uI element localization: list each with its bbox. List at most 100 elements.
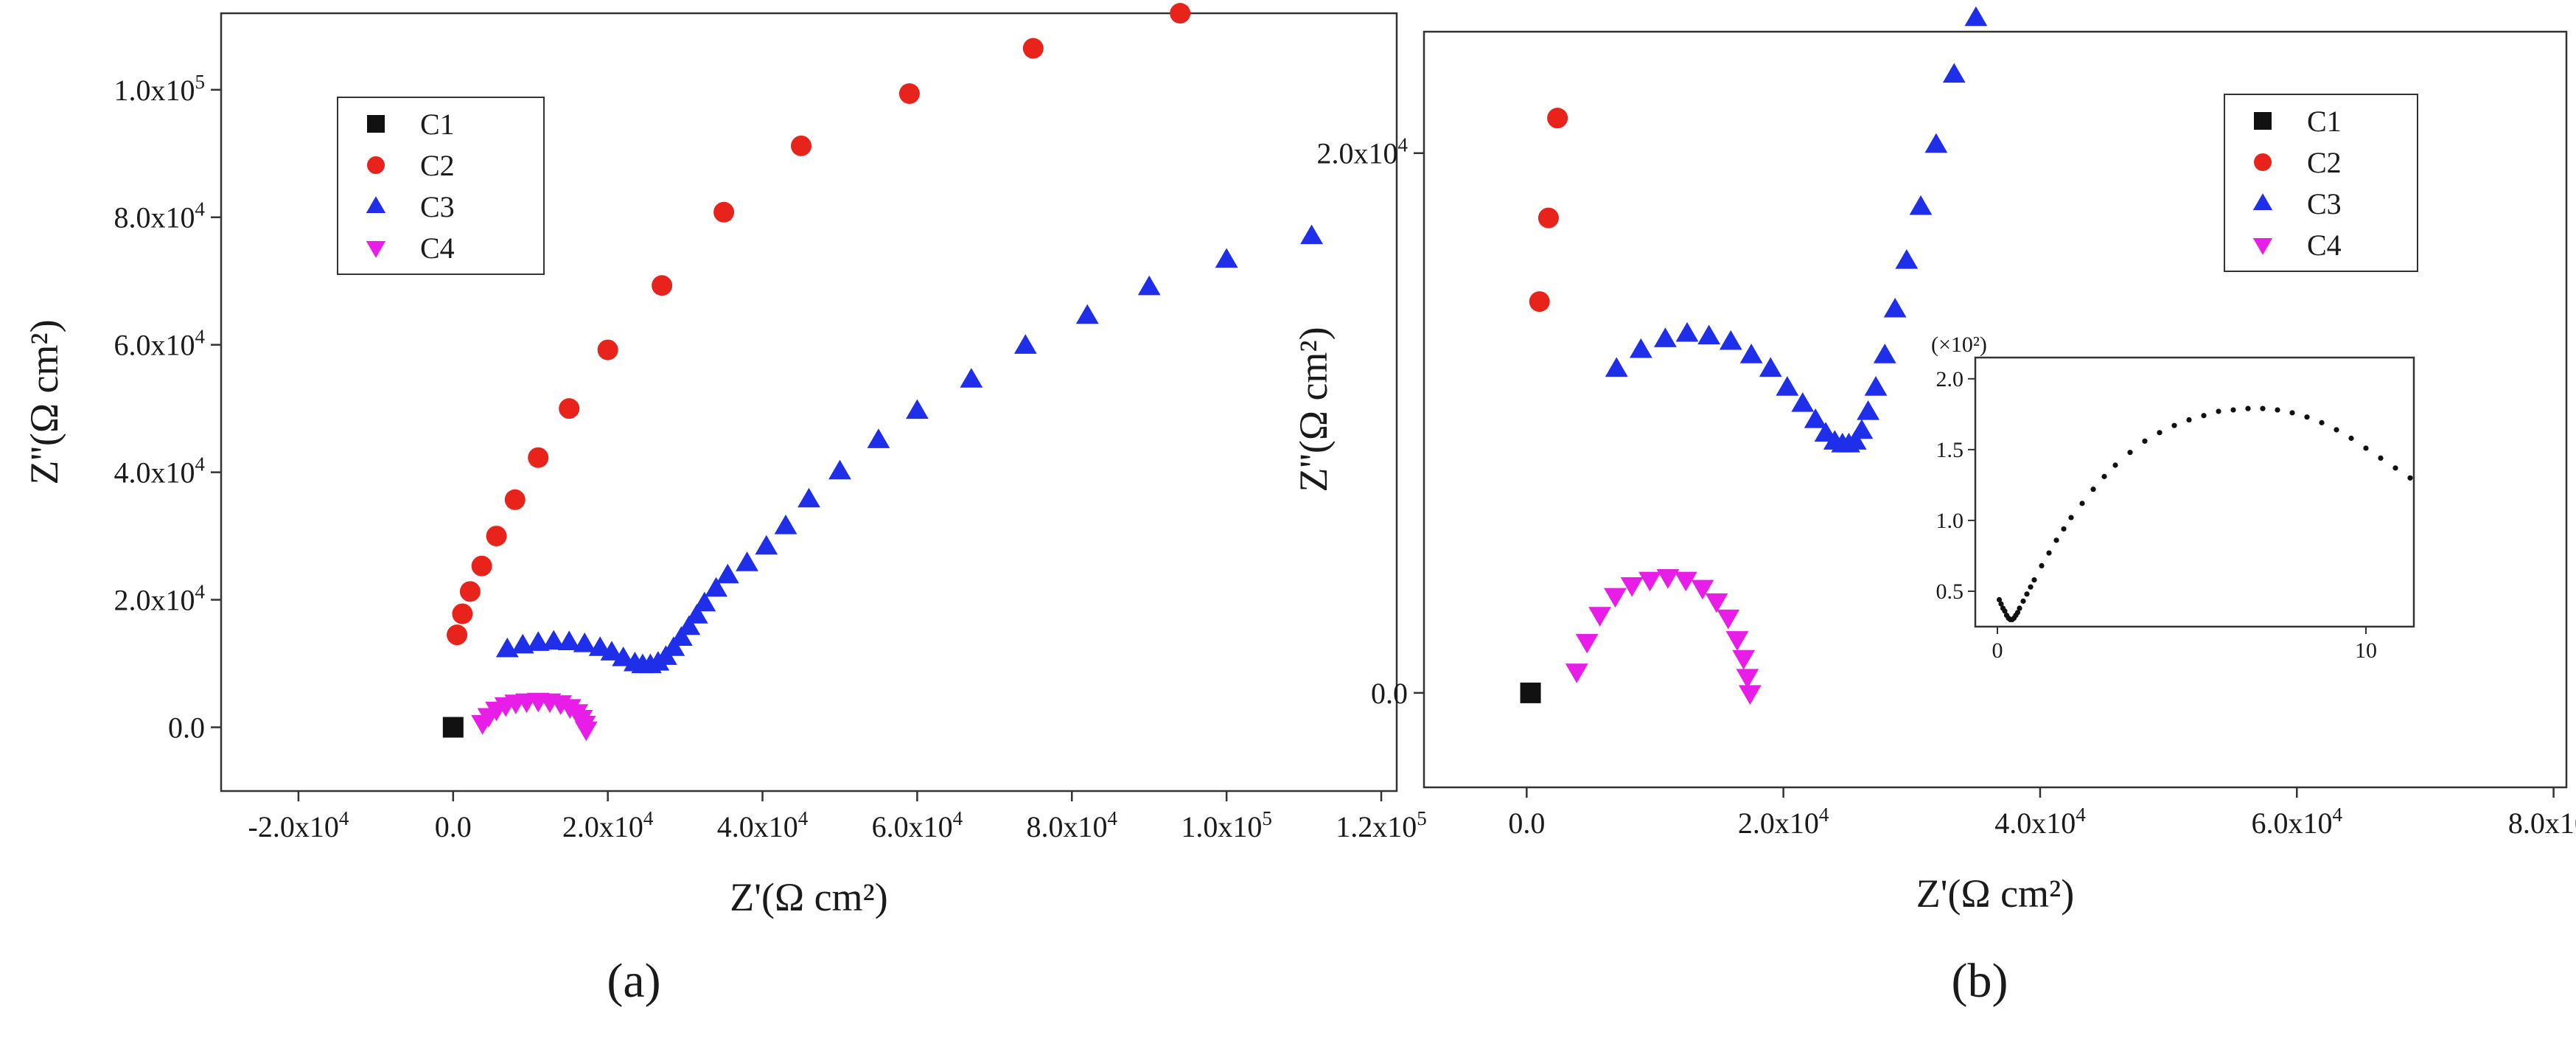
data-point-c4 (1674, 571, 1697, 592)
y-axis-label: Z''(Ω cm²) (22, 319, 66, 484)
y-tick-label: 1.0x105 (114, 71, 206, 107)
x-tick-label: 1.2x105 (1336, 807, 1427, 843)
data-point-c3 (1719, 330, 1742, 350)
legend-label-c1: C1 (420, 108, 455, 141)
y-tick-label: 6.0x104 (114, 326, 206, 362)
inset-data-point (2348, 435, 2354, 442)
data-point-c4 (1738, 685, 1762, 705)
data-point-c4 (1620, 577, 1644, 597)
data-point-c2 (1170, 3, 1191, 24)
data-point-c3 (1075, 304, 1099, 324)
series-c1 (442, 717, 464, 738)
inset-data-point (2112, 462, 2118, 468)
inset-data-point (2101, 473, 2107, 479)
legend-marker-c3 (2252, 193, 2273, 210)
y-tick-label: 0.0 (1371, 677, 1408, 710)
inset-data-point (2289, 410, 2295, 416)
data-point-c3 (1909, 195, 1933, 215)
data-point-c3 (1883, 297, 1907, 318)
panel-b-chart: 0.0 2.0x104 4.0x104 6.0x104 8.0x104 0.0 2.0x10… (1291, 6, 2576, 916)
legend-marker-c4 (2252, 238, 2273, 255)
data-point-c3 (662, 636, 685, 656)
legend-label-c4: C4 (420, 231, 455, 265)
series-c4 (471, 692, 598, 742)
data-point-c3 (1942, 63, 1966, 83)
inset-data-point (2363, 445, 2369, 451)
data-point-c3 (1804, 408, 1827, 428)
data-point-c3 (1924, 133, 1948, 153)
inset-data-point (2319, 419, 2325, 425)
data-point-c2 (898, 83, 920, 104)
inset-data-point (2275, 407, 2280, 413)
data-point-c3 (1300, 224, 1323, 245)
data-point-c3 (1843, 430, 1867, 450)
data-point-c3 (573, 633, 596, 652)
data-point-c4 (1565, 663, 1588, 683)
inset-y-tick-label: 2.0 (1936, 367, 1964, 391)
data-point-c2 (597, 339, 618, 360)
inset-data-point (1996, 596, 2003, 603)
data-point-c2 (486, 526, 507, 547)
legend-label-c1: C1 (2307, 105, 2342, 138)
series-c2 (1529, 108, 1568, 313)
plot-frame (220, 12, 1398, 793)
data-point-c3 (1964, 6, 1988, 27)
data-point-c3 (1776, 376, 1799, 396)
inset-data-point (2378, 455, 2384, 461)
plot-frame (1423, 30, 2568, 789)
legend-marker-c1 (367, 115, 385, 133)
inset-data-point (2002, 608, 2008, 614)
data-point-c2 (471, 555, 492, 577)
data-point-c3 (797, 487, 820, 508)
inset-y-tick-label: 1.5 (1936, 438, 1964, 462)
data-point-c2 (504, 489, 526, 510)
data-point-c3 (677, 615, 701, 635)
data-point-c4 (1656, 568, 1680, 589)
data-point-c3 (1654, 327, 1677, 347)
data-point-c3 (1605, 357, 1628, 377)
x-tick-label: 4.0x104 (1994, 804, 2086, 840)
data-point-c3 (1739, 344, 1763, 363)
inset-data-point (2028, 584, 2034, 590)
inset-data-point (2061, 526, 2067, 532)
data-point-c3 (828, 459, 851, 480)
data-point-c3 (685, 604, 708, 624)
inset-data-point (2014, 610, 2021, 616)
x-tick-label: 1.0x105 (1181, 807, 1272, 843)
data-point-c2 (713, 201, 735, 223)
inset-data-point (2230, 407, 2236, 413)
inset-data-point (2201, 413, 2207, 419)
y-axis-label: Z''(Ω cm²) (1291, 327, 1336, 492)
data-point-c3 (612, 647, 635, 666)
inset-data-point (2186, 417, 2192, 423)
inset-data-point (2392, 465, 2398, 471)
data-point-c2 (1529, 291, 1550, 313)
inset-data-point (2142, 438, 2148, 444)
inset-data-point (2046, 550, 2052, 556)
x-tick-label: 2.0x104 (1738, 804, 1829, 840)
x-tick-label: -2.0x104 (248, 807, 349, 843)
data-point-c3 (1857, 400, 1879, 420)
inset-data-point (2260, 405, 2266, 411)
legend-marker-c3 (366, 196, 386, 213)
inset-x-tick-label: 10 (2355, 638, 2377, 663)
data-point-c3 (1873, 344, 1896, 363)
inset-data-point (2090, 487, 2096, 492)
data-point-c4 (1717, 609, 1740, 630)
data-point-c3 (755, 534, 778, 555)
data-point-c3 (1215, 248, 1238, 268)
inset-chart: 0 10 0.5 1.0 1.5 2.0 (×10²) (1931, 332, 2415, 663)
data-point-c3 (1850, 419, 1874, 439)
inset-data-point (2407, 475, 2413, 481)
y-tick-label: 8.0x104 (114, 198, 206, 234)
series-c4 (1565, 568, 1762, 705)
data-point-c3 (1697, 324, 1721, 345)
legend-marker-c2 (367, 156, 385, 174)
data-point-c2 (459, 581, 481, 602)
inset-multiplier-label: (×10²) (1931, 332, 1987, 357)
x-tick-label: 6.0x104 (2252, 804, 2343, 840)
data-point-c4 (1575, 633, 1599, 654)
data-point-c3 (1791, 392, 1815, 412)
data-point-c3 (693, 591, 716, 612)
x-tick-label: 8.0x104 (2508, 804, 2576, 840)
